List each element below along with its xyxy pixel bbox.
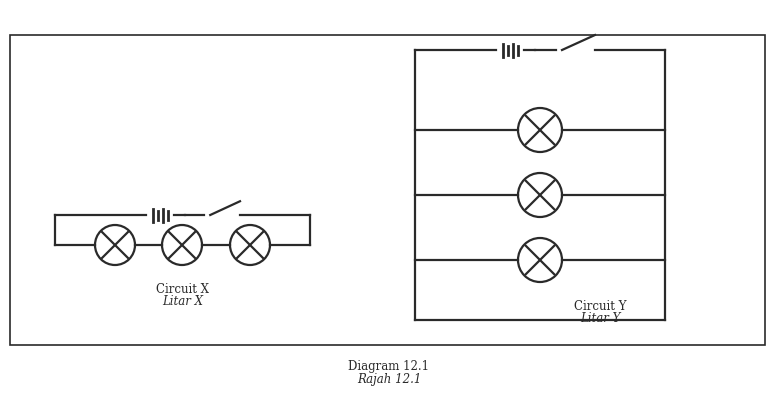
Text: Litar X: Litar X (162, 295, 203, 308)
Text: Diagram 12.1: Diagram 12.1 (349, 360, 429, 373)
Text: Litar Y: Litar Y (580, 312, 620, 325)
Text: Circuit Y: Circuit Y (573, 300, 626, 313)
Text: Rajah 12.1: Rajah 12.1 (357, 373, 421, 386)
Text: Circuit X: Circuit X (156, 283, 209, 296)
Bar (10, 35, 765, 345)
